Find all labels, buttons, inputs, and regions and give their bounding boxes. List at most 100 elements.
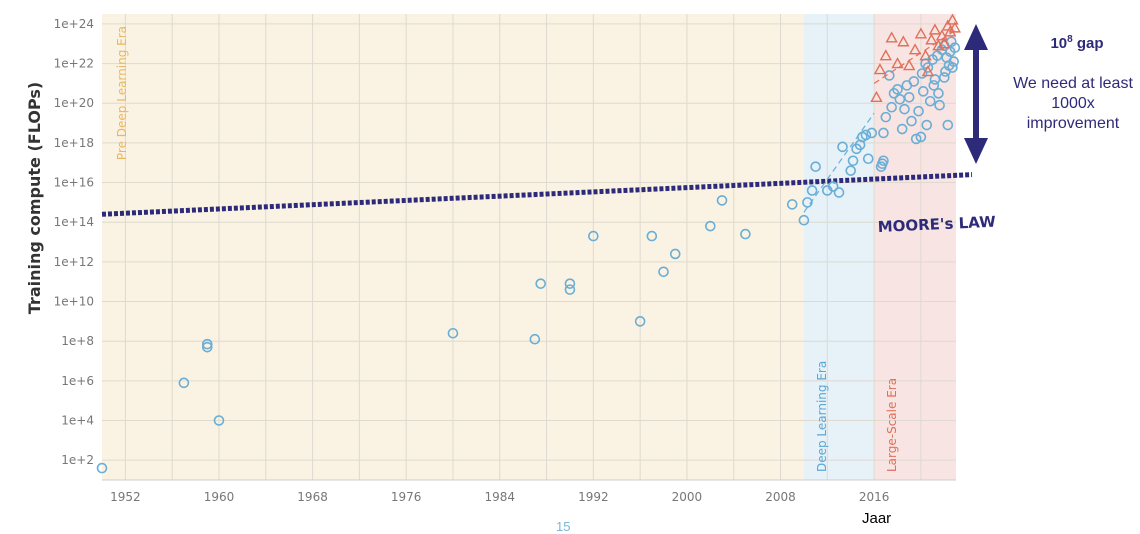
data-point-circle — [886, 101, 897, 113]
data-point-circle — [949, 42, 961, 54]
gap-title: 108 gap — [1050, 34, 1104, 52]
data-point-circle — [939, 72, 950, 83]
data-point-circle — [922, 62, 934, 73]
y-tick-label: 1e+8 — [61, 334, 94, 348]
data-point-triangle — [919, 49, 932, 61]
y-tick-label: 1e+20 — [54, 96, 94, 110]
data-point-circle — [740, 228, 751, 240]
data-point-triangle — [935, 29, 949, 41]
data-point-triangle — [925, 33, 938, 45]
data-point-circle — [588, 230, 599, 242]
x-tick-label: 1952 — [110, 490, 141, 504]
data-point-circle — [866, 127, 878, 139]
gap-arrow — [964, 24, 988, 164]
y-tick-label: 1e+18 — [54, 136, 94, 150]
data-point-circle — [878, 127, 889, 139]
moores-law-line — [101, 172, 973, 217]
page-number: 15 — [556, 519, 571, 534]
data-point-circle — [634, 316, 646, 327]
x-tick-label: 1976 — [391, 490, 422, 504]
data-point-circle — [786, 199, 798, 210]
data-point-circle — [564, 284, 576, 295]
data-point-triangle — [903, 59, 916, 71]
data-point-circle — [924, 95, 936, 107]
data-point-circle — [917, 86, 929, 97]
data-point-circle — [201, 338, 213, 350]
data-point-triangle — [914, 27, 928, 39]
y-tick-label: 1e+24 — [54, 17, 94, 31]
y-tick-label: 1e+4 — [61, 414, 94, 428]
data-point-triangle — [908, 43, 922, 55]
y-tick-label: 1e+2 — [61, 453, 94, 467]
data-point-circle — [892, 84, 903, 95]
gap-explanation: We need at least 1000x improvement — [1013, 75, 1133, 132]
x-axis-label: Jaar — [862, 510, 892, 527]
data-point-triangle — [885, 31, 898, 43]
data-point-circle — [884, 70, 895, 81]
y-tick-label: 1e+12 — [54, 255, 94, 269]
data-point-circle — [705, 220, 716, 232]
era-label-1: Deep Learning Era — [815, 361, 829, 472]
data-point-circle — [201, 341, 213, 353]
x-tick-label: 1992 — [578, 490, 609, 504]
y-tick-label: 1e+10 — [54, 295, 94, 309]
y-axis-label: Training compute (FLOPs) — [25, 82, 44, 314]
data-point-circle — [947, 62, 958, 73]
data-point-circle — [913, 105, 924, 117]
data-point-circle — [899, 103, 910, 115]
data-point-circle — [810, 161, 821, 172]
data-point-circle — [916, 68, 928, 79]
data-point-circle — [564, 278, 576, 289]
era-label-0: Pre Deep Learning Era — [115, 26, 129, 160]
data-point-circle — [798, 214, 810, 226]
data-point-circle — [946, 36, 957, 48]
data-point-circle — [921, 119, 933, 131]
data-point-circle — [862, 153, 874, 165]
data-point-triangle — [879, 49, 892, 61]
data-point-circle — [928, 80, 940, 91]
data-point-circle — [806, 185, 818, 196]
era-band-1 — [803, 14, 875, 480]
data-point-circle — [529, 333, 541, 345]
data-point-circle — [910, 133, 922, 145]
data-point-circle — [535, 278, 546, 289]
x-tick-label: 2008 — [765, 490, 796, 504]
data-point-triangle — [873, 63, 887, 75]
y-tick-label: 1e+16 — [54, 176, 94, 190]
data-point-triangle — [938, 37, 951, 49]
data-point-circle — [833, 187, 845, 198]
data-point-triangle — [946, 13, 959, 25]
x-tick-label: 2000 — [672, 490, 703, 504]
data-point-circle — [827, 181, 839, 192]
data-point-circle — [933, 88, 944, 99]
data-point-circle — [915, 131, 927, 143]
data-point-triangle — [948, 21, 962, 33]
data-point-circle — [847, 155, 859, 167]
data-point-circle — [845, 165, 857, 176]
y-tick-label: 1e+6 — [61, 374, 94, 388]
data-point-circle — [213, 415, 225, 426]
data-point-circle — [96, 462, 108, 474]
deep-learning-trend — [803, 112, 875, 213]
data-point-circle — [896, 123, 908, 135]
moores-law-label: MOORE's LAW — [877, 213, 996, 236]
data-point-triangle — [928, 23, 942, 35]
data-point-circle — [860, 129, 872, 141]
data-point-circle — [908, 76, 920, 87]
data-point-triangle — [870, 90, 883, 102]
data-point-triangle — [891, 57, 904, 69]
data-point-triangle — [921, 65, 935, 77]
data-point-circle — [880, 111, 892, 123]
data-point-circle — [716, 195, 728, 206]
data-point-circle — [178, 377, 190, 389]
data-point-circle — [837, 141, 848, 153]
x-tick-label: 1984 — [484, 490, 515, 504]
data-point-circle — [948, 56, 959, 67]
data-point-circle — [669, 248, 681, 260]
y-tick-label: 1e+14 — [54, 215, 94, 229]
data-point-circle — [646, 230, 658, 242]
data-point-circle — [903, 91, 915, 103]
data-point-circle — [658, 266, 669, 278]
x-tick-label: 1960 — [204, 490, 235, 504]
